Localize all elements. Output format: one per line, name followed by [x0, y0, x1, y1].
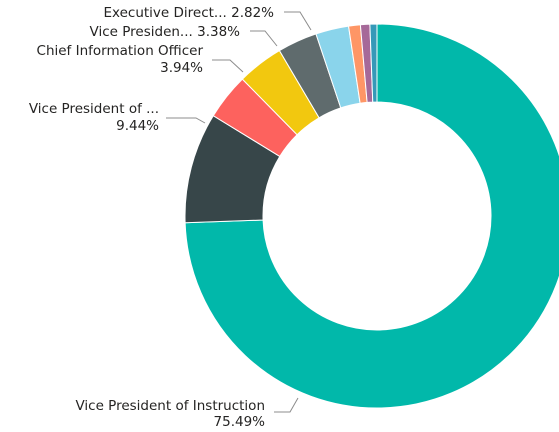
- slice-label-vice-president-of-instruction: Vice President of Instruction: [75, 398, 265, 414]
- slice-label-vice-president-2: Vice Presiden... 3.38%: [90, 24, 241, 40]
- leader-line-vice-president-of-instruction: [274, 397, 299, 413]
- slice-label-vice-president-1: Vice President of ...: [29, 101, 159, 117]
- slice-value-vice-president-1: 9.44%: [116, 118, 159, 134]
- leader-line-chief-information-officer: [212, 59, 244, 73]
- leader-line-executive-director: [284, 11, 312, 31]
- slice-value-vice-president-of-instruction: 75.49%: [214, 414, 266, 430]
- donut-slice-8[interactable]: [369, 23, 378, 103]
- donut-slice-0[interactable]: [184, 23, 559, 409]
- slices-group: [184, 23, 559, 409]
- slice-value-chief-information-officer: 3.94%: [160, 60, 203, 76]
- leader-line-vice-president-1: [166, 117, 206, 124]
- leader-line-vice-president-2: [250, 30, 278, 47]
- slice-label-executive-director: Executive Direct... 2.82%: [103, 5, 274, 21]
- slice-label-chief-information-officer: Chief Information Officer: [37, 43, 204, 59]
